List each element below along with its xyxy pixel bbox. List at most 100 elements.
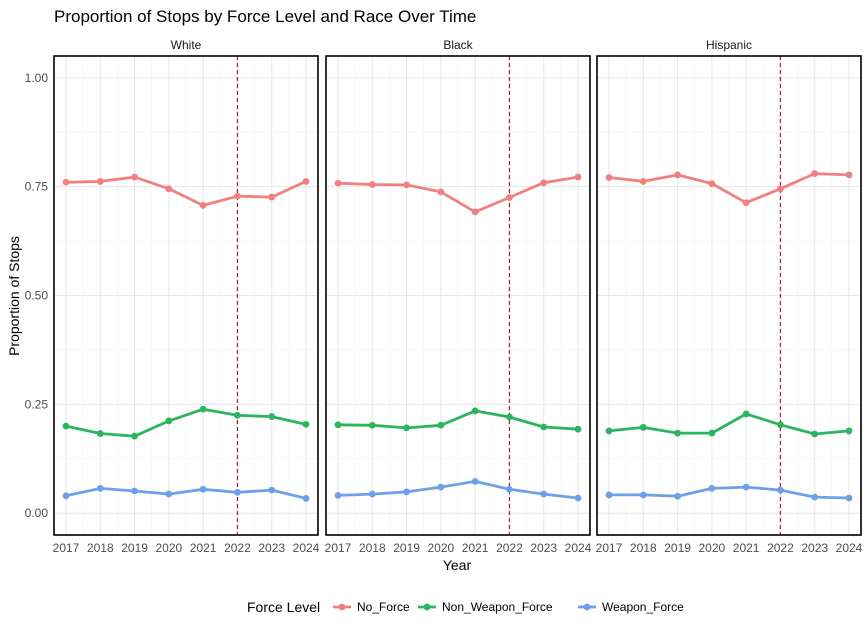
x-tick-label: 2022: [767, 541, 794, 555]
data-point: [471, 407, 479, 415]
data-point: [605, 174, 613, 181]
data-point: [674, 429, 681, 437]
data-point: [368, 181, 376, 188]
x-tick-label: 2023: [530, 541, 557, 555]
legend-label: Non_Weapon_Force: [442, 600, 553, 614]
data-point: [268, 413, 276, 420]
data-point: [268, 193, 276, 201]
y-tick-label: 1.00: [25, 71, 49, 85]
data-point: [506, 194, 513, 201]
legend-swatch-point: [423, 603, 431, 611]
series-line: [608, 412, 850, 436]
x-tick-label: 2022: [224, 541, 251, 555]
series-no-force: [605, 170, 853, 207]
x-tick-label: 2017: [596, 541, 623, 555]
data-point: [334, 421, 342, 429]
x-tick-label: 2022: [496, 541, 523, 555]
data-point: [811, 493, 819, 501]
legend-label: No_Force: [357, 600, 410, 614]
facet-panel-white: White 2017 2018 2019 2020 2021 2022 2023 2024: [53, 38, 320, 555]
legend-item-non-weapon-force: Non_Weapon_Force: [418, 600, 553, 614]
data-point: [845, 494, 853, 502]
x-tick-label: 2018: [359, 541, 386, 555]
series-line: [65, 175, 307, 207]
x-tick-label: 2021: [190, 541, 217, 555]
data-point: [302, 420, 310, 428]
data-point: [540, 179, 548, 187]
series-non-weapon-force: [334, 407, 582, 433]
facet-strip-label: White: [171, 38, 202, 52]
data-point: [199, 405, 207, 413]
data-point: [674, 171, 681, 179]
data-point: [574, 173, 582, 181]
series-line: [608, 172, 850, 205]
series-non-weapon-force: [62, 405, 310, 440]
x-tick-label: 2020: [699, 541, 726, 555]
x-tick-label: 2020: [156, 541, 183, 555]
series-weapon-force: [334, 478, 582, 502]
grid: [54, 56, 318, 535]
x-tick-label: 2019: [121, 541, 148, 555]
x-tick-label: 2021: [733, 541, 760, 555]
data-point: [165, 490, 173, 498]
data-point: [540, 490, 548, 498]
x-tick-label: 2019: [393, 541, 420, 555]
legend-item-no-force: No_Force: [333, 600, 410, 614]
data-point: [131, 432, 138, 440]
panel-border: [325, 55, 591, 536]
data-point: [708, 485, 716, 492]
legend-item-weapon-force: Weapon_Force: [578, 600, 684, 614]
data-point: [234, 411, 241, 419]
series-no-force: [62, 173, 310, 209]
y-tick-label: 0.75: [25, 180, 49, 194]
data-point: [742, 199, 750, 207]
x-tick-label: 2023: [258, 541, 285, 555]
data-point: [96, 430, 104, 437]
data-point: [62, 422, 70, 430]
data-point: [742, 410, 750, 418]
grid: [597, 56, 861, 535]
series-line: [337, 409, 579, 431]
legend: Force Level No_Force Non_Weapon_Force Weap…: [247, 599, 684, 615]
data-point: [437, 188, 445, 196]
panel-border: [53, 55, 319, 536]
facet-panel-black: Black 2017 2018 2019 2020 2021 2022 2023 2024: [325, 38, 592, 555]
x-tick-label: 2018: [87, 541, 114, 555]
series-line: [65, 486, 307, 500]
data-point: [131, 487, 138, 495]
x-tick-label: 2017: [325, 541, 352, 555]
data-point: [234, 192, 241, 200]
data-point: [368, 421, 376, 429]
data-point: [403, 488, 410, 496]
data-point: [708, 180, 716, 187]
data-point: [845, 427, 853, 435]
data-point: [268, 486, 276, 494]
panel-border: [596, 55, 862, 536]
data-point: [334, 179, 342, 187]
data-point: [368, 490, 376, 498]
data-point: [506, 413, 513, 421]
data-point: [96, 485, 104, 492]
y-tick-label: 0.00: [25, 506, 49, 520]
series-line: [337, 175, 579, 214]
data-point: [574, 425, 582, 433]
facet-panel-hispanic: Hispanic 2017 2018 2019 2020 2021 2022 2023 2024: [596, 38, 863, 555]
chart-title: Proportion of Stops by Force Level and R…: [54, 7, 476, 26]
series-weapon-force: [62, 485, 310, 502]
data-point: [471, 478, 479, 485]
x-tick-label: 2024: [293, 541, 320, 555]
data-point: [639, 424, 647, 431]
data-point: [811, 430, 819, 438]
y-axis-ticks: 0.00 0.25 0.50 0.75 1.00: [25, 71, 49, 520]
series-line: [337, 479, 579, 500]
data-point: [165, 185, 173, 193]
legend-swatch-point: [583, 603, 591, 611]
facet-strip-label: Hispanic: [706, 38, 752, 52]
data-point: [165, 417, 173, 425]
data-point: [62, 178, 70, 186]
data-point: [302, 495, 310, 502]
data-point: [540, 423, 548, 431]
series-weapon-force: [605, 483, 853, 502]
x-tick-label: 2021: [462, 541, 489, 555]
